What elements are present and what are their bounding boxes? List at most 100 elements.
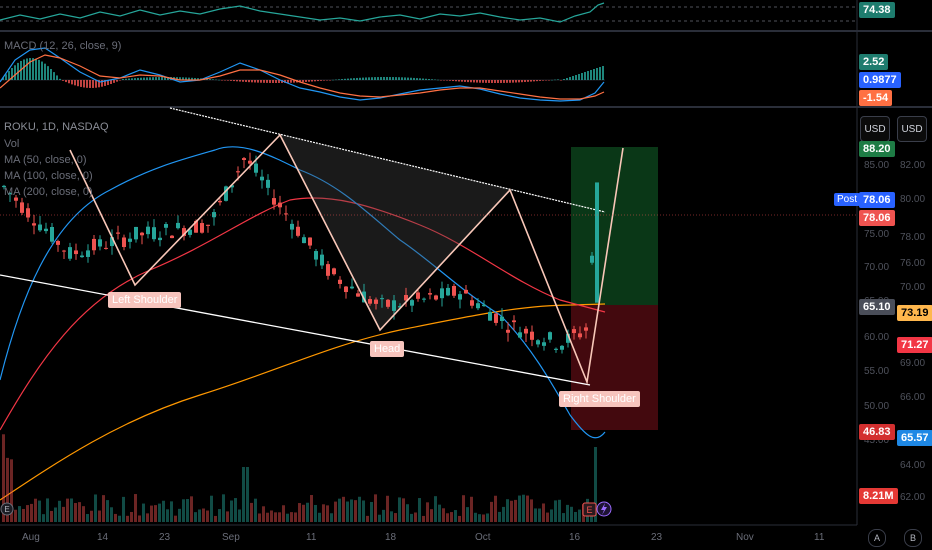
macd-hist-bar	[53, 72, 55, 80]
svg-text:E: E	[4, 505, 9, 514]
macd-hist-bar	[299, 80, 301, 83]
currency-button-left[interactable]: USD	[860, 116, 890, 142]
macd-hist-bar	[35, 58, 37, 80]
x-tick-label: Sep	[222, 532, 240, 543]
volume-bar	[54, 507, 57, 522]
volume-bar	[534, 508, 537, 522]
volume-bar	[506, 499, 509, 522]
volume-bar	[562, 513, 565, 522]
macd-hist-bar	[404, 77, 406, 80]
macd-hist-bar	[110, 80, 112, 84]
macd-hist-bar	[329, 80, 331, 81]
macd-hist-bar	[161, 77, 163, 80]
macd-hist-bar	[101, 80, 103, 87]
volume-bar	[450, 512, 453, 522]
volume-bar	[518, 495, 521, 522]
macd-hist-bar	[104, 80, 106, 86]
macd-hist-bar	[149, 77, 151, 80]
volume-bar	[306, 502, 309, 522]
neckline-bottom	[0, 274, 591, 386]
volume-bar	[326, 505, 329, 522]
macd-hist-bar	[551, 79, 553, 81]
macd-hist-bar	[227, 80, 229, 81]
y-tick-label: 85.00	[864, 160, 889, 171]
macd-hist-bar	[92, 80, 94, 88]
volume-bar	[114, 513, 117, 522]
macd-hist-bar	[29, 58, 31, 80]
earnings-marker-left[interactable]: E	[0, 502, 14, 516]
volume-bar	[358, 496, 361, 522]
macd-hist-bar	[5, 74, 7, 80]
volume-bar	[594, 447, 597, 522]
macd-hist-bar	[452, 80, 454, 82]
macd-hist-bar	[476, 80, 478, 83]
y-tick-label: 76.00	[900, 258, 925, 269]
volume-bar	[314, 504, 317, 522]
volume-bar	[474, 512, 477, 522]
macd-hist-bar	[56, 75, 58, 80]
volume-bar	[182, 499, 185, 522]
auto-scale-button[interactable]: A	[868, 529, 886, 547]
earnings-marker[interactable]: E	[582, 502, 597, 517]
macd-hist-bar	[524, 80, 526, 83]
log-scale-button[interactable]: B	[904, 529, 922, 547]
macd-hist-bar	[155, 77, 157, 80]
macd-hist-bar	[407, 77, 409, 80]
candle	[128, 232, 132, 249]
volume-bar	[82, 506, 85, 522]
volume-bar	[318, 512, 321, 522]
volume-bar	[242, 467, 245, 522]
candle	[302, 234, 306, 244]
candle	[230, 184, 234, 193]
macd-hist-bar	[485, 80, 487, 83]
macd-indicator-label[interactable]: MACD (12, 26, close, 9)	[4, 40, 122, 52]
macd-hist-bar	[491, 80, 493, 83]
volume-bar	[270, 510, 273, 522]
candle	[554, 347, 558, 353]
candle	[428, 288, 432, 300]
candle	[332, 267, 336, 276]
volume-bar	[310, 495, 313, 522]
macd-hist-bar	[218, 79, 220, 81]
volume-bar	[410, 513, 413, 522]
macd-hist-bar	[86, 80, 88, 88]
candle	[2, 184, 6, 190]
ma50-label[interactable]: MA (50, close, 0)	[4, 154, 87, 166]
volume-bar	[454, 510, 457, 522]
macd-hist-bar	[539, 80, 541, 81]
y-tick-label: 80.00	[900, 194, 925, 205]
macd-hist-bar	[23, 59, 25, 80]
ma200-label[interactable]: MA (200, close, 0)	[4, 186, 93, 198]
lightning-icon[interactable]	[596, 501, 612, 517]
left-shoulder-label[interactable]: Left Shoulder	[108, 292, 182, 308]
macd-hist-bar	[107, 80, 109, 86]
volume-bar	[38, 500, 41, 522]
macd-hist-bar	[542, 80, 544, 81]
macd-hist-bar	[302, 80, 304, 83]
macd-hist-bar	[293, 80, 295, 83]
candle	[476, 298, 480, 311]
volume-label[interactable]: Vol	[4, 138, 20, 150]
candle	[464, 285, 468, 294]
macd-hist-bar	[590, 70, 592, 80]
stop-price-badge: 46.83	[859, 424, 895, 440]
volume-bar	[166, 509, 169, 522]
ma200-value-badge: 73.19	[897, 305, 932, 321]
currency-button-right[interactable]: USD	[897, 116, 927, 142]
macd-hist-bar	[128, 78, 130, 80]
volume-bar	[250, 502, 253, 522]
candle	[92, 234, 96, 255]
macd-hist-bar	[566, 78, 568, 80]
volume-bar	[194, 512, 197, 522]
macd-hist-bar	[191, 77, 193, 80]
volume-bar	[502, 506, 505, 522]
macd-hist-bar	[158, 77, 160, 80]
symbol-label[interactable]: ROKU, 1D, NASDAQ	[4, 121, 109, 133]
macd-hist-bar	[350, 78, 352, 80]
right-shoulder-label[interactable]: Right Shoulder	[559, 391, 640, 407]
head-label[interactable]: Head	[370, 341, 405, 357]
volume-bar	[98, 510, 101, 522]
volume-bar	[214, 515, 217, 522]
ma100-label[interactable]: MA (100, close, 0)	[4, 170, 93, 182]
